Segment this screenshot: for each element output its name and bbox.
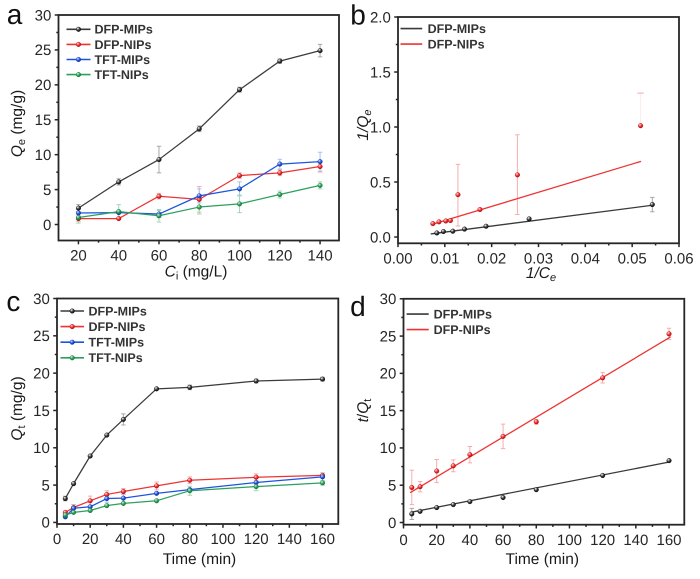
svg-text:0.03: 0.03 [524,251,553,268]
svg-text:20: 20 [70,248,87,265]
svg-text:DFP-MIPs: DFP-MIPs [434,308,492,322]
svg-text:c: c [6,286,20,317]
svg-text:25: 25 [380,328,397,345]
svg-text:25: 25 [35,42,52,59]
svg-text:DFP-NIPs: DFP-NIPs [89,320,146,334]
svg-text:100: 100 [227,248,252,265]
svg-text:TFT-MIPs: TFT-MIPs [89,336,145,350]
svg-text:DFP-NIPs: DFP-NIPs [434,323,491,337]
svg-text:0.04: 0.04 [571,251,600,268]
svg-text:60: 60 [148,531,165,548]
svg-text:140: 140 [277,531,302,548]
svg-text:15: 15 [33,403,50,420]
svg-text:80: 80 [191,248,208,265]
svg-text:0: 0 [41,515,49,532]
svg-text:Ci (mg/L): Ci (mg/L) [165,264,228,283]
svg-text:20: 20 [33,365,50,382]
svg-text:30: 30 [35,7,52,24]
svg-text:120: 120 [244,531,269,548]
svg-text:120: 120 [590,532,615,549]
svg-text:30: 30 [33,291,50,308]
svg-text:0: 0 [399,532,407,549]
svg-text:d: d [350,291,366,322]
svg-text:140: 140 [623,532,648,549]
svg-text:0: 0 [43,217,51,234]
svg-text:DFP-MIPs: DFP-MIPs [89,304,147,318]
svg-text:140: 140 [308,248,333,265]
svg-text:15: 15 [35,112,52,129]
svg-text:160: 160 [657,532,682,549]
svg-text:30: 30 [380,291,397,308]
svg-text:40: 40 [462,532,479,549]
svg-text:Time (min): Time (min) [163,551,236,568]
svg-text:a: a [7,0,23,30]
svg-text:t/Qt: t/Qt [355,399,374,423]
svg-text:2.0: 2.0 [370,9,391,26]
svg-text:5: 5 [388,478,396,495]
svg-text:0.06: 0.06 [664,251,693,268]
svg-text:10: 10 [35,147,52,164]
svg-text:b: b [350,0,366,31]
svg-text:10: 10 [380,440,397,457]
svg-text:0: 0 [53,531,61,548]
svg-text:0.5: 0.5 [370,174,391,191]
svg-text:Qe (mg/g): Qe (mg/g) [9,90,28,157]
svg-text:20: 20 [428,532,445,549]
svg-text:TFT-NIPs: TFT-NIPs [95,68,149,82]
svg-text:DFP-MIPs: DFP-MIPs [95,23,153,37]
svg-text:0.05: 0.05 [618,251,647,268]
svg-text:100: 100 [557,532,582,549]
svg-text:40: 40 [110,248,127,265]
svg-text:TFT-MIPs: TFT-MIPs [95,53,151,67]
svg-text:120: 120 [267,248,292,265]
svg-text:0.01: 0.01 [430,251,459,268]
svg-text:0.00: 0.00 [383,251,412,268]
svg-text:60: 60 [495,532,512,549]
svg-text:0: 0 [388,515,396,532]
svg-text:DFP-MIPs: DFP-MIPs [428,22,486,36]
svg-text:1.0: 1.0 [370,119,391,136]
svg-text:100: 100 [210,531,235,548]
svg-text:20: 20 [82,531,99,548]
svg-text:80: 80 [181,531,198,548]
svg-text:1/Qe: 1/Qe [355,109,374,140]
svg-text:0.0: 0.0 [370,229,391,246]
svg-text:25: 25 [33,328,50,345]
svg-text:60: 60 [151,248,168,265]
svg-text:5: 5 [43,182,51,199]
svg-text:20: 20 [380,366,397,383]
svg-text:DFP-NIPs: DFP-NIPs [428,38,485,52]
svg-text:20: 20 [35,77,52,94]
svg-text:1/Ce: 1/Ce [526,265,556,284]
svg-text:5: 5 [41,477,49,494]
svg-text:40: 40 [115,531,132,548]
svg-text:Time (min): Time (min) [506,551,579,568]
svg-text:TFT-NIPs: TFT-NIPs [89,351,143,365]
svg-text:0.02: 0.02 [477,251,506,268]
svg-text:Qt (mg/g): Qt (mg/g) [9,376,28,440]
svg-text:1.5: 1.5 [370,64,391,81]
svg-text:80: 80 [528,532,545,549]
svg-text:15: 15 [380,403,397,420]
svg-text:10: 10 [33,440,50,457]
svg-text:DFP-NIPs: DFP-NIPs [95,38,152,52]
svg-text:160: 160 [310,531,335,548]
